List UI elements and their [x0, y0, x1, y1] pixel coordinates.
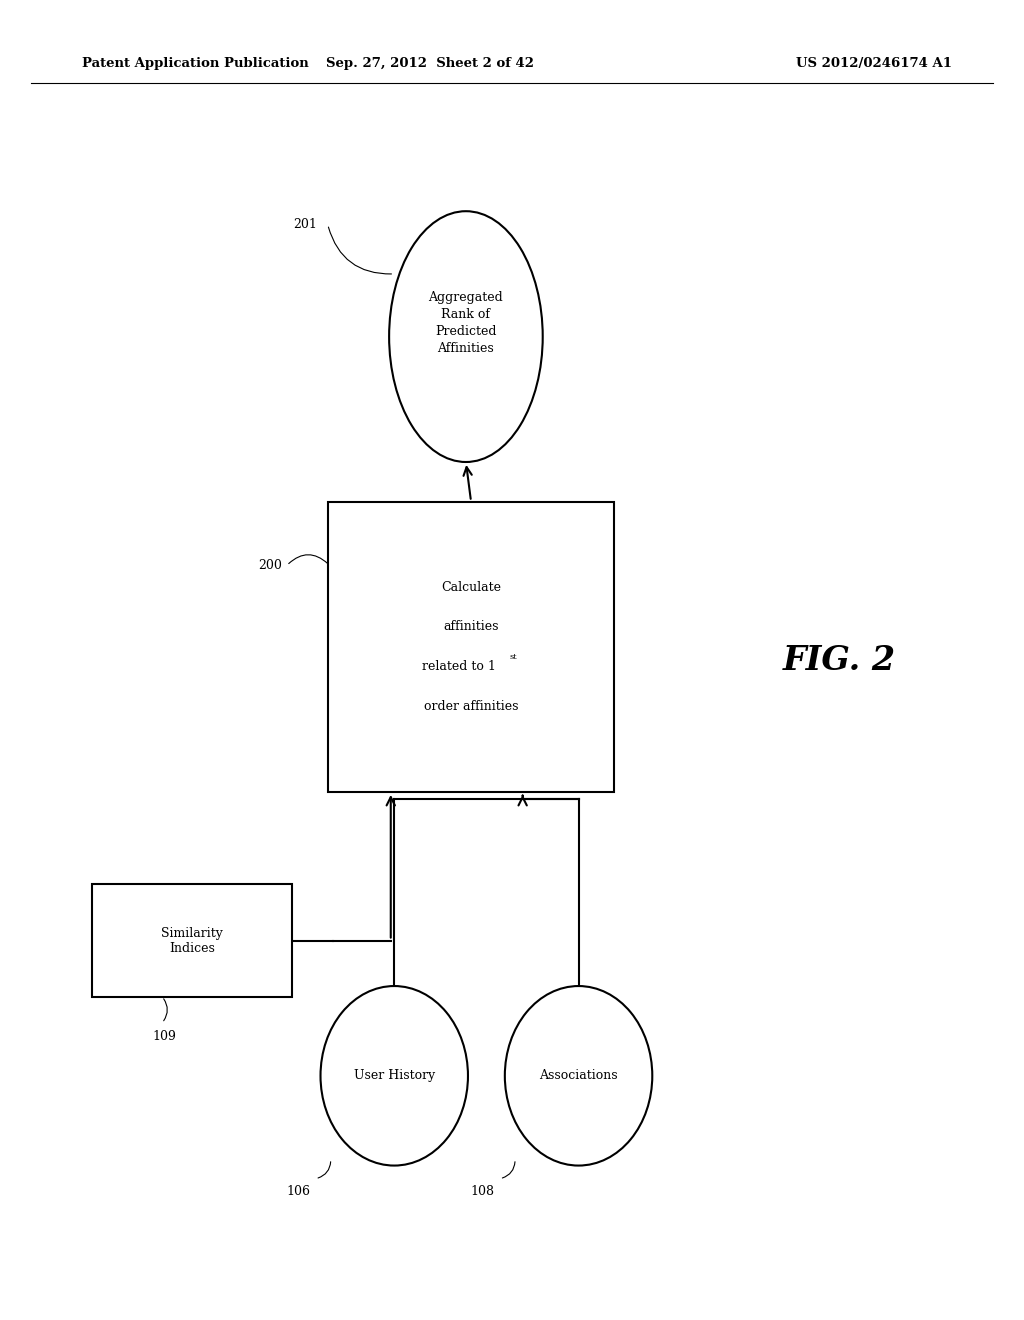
Text: order affinities: order affinities: [424, 700, 518, 713]
Text: affinities: affinities: [443, 620, 499, 634]
Text: Patent Application Publication: Patent Application Publication: [82, 57, 308, 70]
Text: US 2012/0246174 A1: US 2012/0246174 A1: [797, 57, 952, 70]
Text: FIG. 2: FIG. 2: [783, 644, 896, 676]
Text: 200: 200: [258, 558, 282, 572]
Text: 108: 108: [471, 1185, 495, 1199]
Text: Calculate: Calculate: [441, 581, 501, 594]
Text: 201: 201: [294, 218, 317, 231]
Ellipse shape: [505, 986, 652, 1166]
Text: Sep. 27, 2012  Sheet 2 of 42: Sep. 27, 2012 Sheet 2 of 42: [326, 57, 535, 70]
Text: related to 1: related to 1: [422, 660, 496, 673]
Ellipse shape: [321, 986, 468, 1166]
FancyBboxPatch shape: [328, 502, 614, 792]
Text: 106: 106: [287, 1185, 310, 1199]
Text: 109: 109: [152, 1030, 176, 1043]
Text: Similarity
Indices: Similarity Indices: [161, 927, 223, 954]
Text: User History: User History: [353, 1069, 435, 1082]
Ellipse shape: [389, 211, 543, 462]
Text: Aggregated
Rank of
Predicted
Affinities: Aggregated Rank of Predicted Affinities: [429, 292, 503, 355]
Text: Associations: Associations: [540, 1069, 617, 1082]
Text: st: st: [510, 653, 517, 661]
FancyBboxPatch shape: [92, 884, 292, 997]
